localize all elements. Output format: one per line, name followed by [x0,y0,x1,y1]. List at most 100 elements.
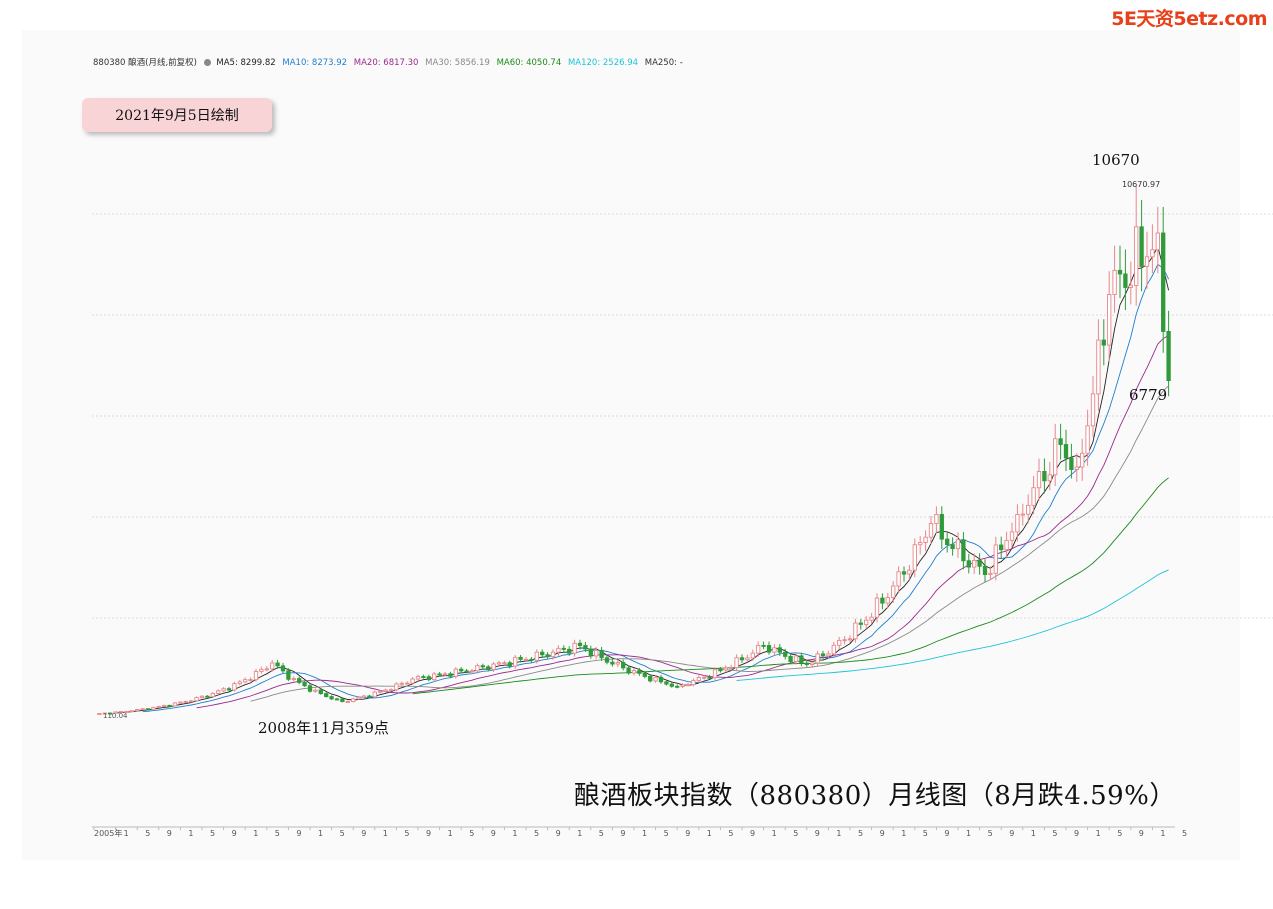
x-tick-label: 9 [1074,829,1079,838]
x-tick-label: 9 [167,829,172,838]
candle-down [788,655,793,663]
legend-ma120: MA120: 2526.94 [567,58,639,68]
x-tick-label: 1 [253,829,258,838]
candle-down [939,513,944,540]
candle-down [621,662,626,669]
x-tick-label: 9 [426,829,431,838]
candle-up [1107,294,1112,346]
candle-down [307,685,313,692]
candle-down [1042,471,1047,482]
legend-ma250: MA250: - [644,58,683,68]
candle-up [378,690,383,693]
site-watermark: 5E天资5etz.com [1111,8,1267,30]
candle-down [545,654,550,658]
ma-legend: 880380 酿酒(月线,前复权) MA5: 8299.82 MA10: 827… [93,56,687,68]
candle-up [502,662,507,665]
candle-up [815,653,820,664]
candle-up [912,544,917,571]
candle-down [799,655,804,664]
ma120-line [736,569,1169,681]
candle-up [864,619,869,625]
candle-up [405,682,410,685]
candles [97,185,1171,715]
candle-down [669,683,674,687]
candle-down [664,681,669,685]
candle-down [966,560,971,568]
candle-up [113,711,118,714]
candle-up [199,695,205,699]
candle-up [496,662,502,665]
candle-down [658,676,664,683]
candle-down [561,647,566,650]
x-tick-label: 5 [858,829,863,838]
candle-up [1009,531,1015,541]
candle-up [399,682,404,685]
candle-down [480,665,485,668]
x-tick-label: 5 [340,829,345,838]
peak-value-label: 10670.97 [1122,180,1160,189]
candle-up [847,638,853,641]
ma10-line [142,263,1170,713]
x-tick-label: 9 [556,829,561,838]
candle-down [280,665,286,672]
candle-up [183,701,188,703]
candle-up [853,622,858,640]
candle-down [286,670,291,680]
candle-down [583,645,588,650]
x-tick-label: 5 [210,829,215,838]
candle-up [653,676,658,682]
candle-up [1096,339,1101,395]
candle-up [918,542,923,546]
candle-up [993,544,998,574]
candle-up [594,649,599,657]
candle-up [523,658,529,661]
candle-up [874,597,880,618]
candle-up [410,678,415,684]
candle-up [248,679,253,682]
candle-down [945,538,950,546]
x-tick-label: 1 [1031,829,1036,838]
candle-up [351,698,356,702]
candle-down [540,651,545,656]
x-tick-label: 9 [815,829,820,838]
x-tick-label: 1 [577,829,582,838]
candle-up [615,662,620,665]
candle-down [1101,339,1106,346]
candle-up [831,644,836,655]
candle-up [1112,269,1117,295]
x-tick-label: 9 [491,829,496,838]
candle-down [982,565,988,575]
candle-down [205,695,210,698]
candle-up [361,695,367,698]
candle-up [394,683,399,691]
x-tick-label: 5 [1117,829,1122,838]
candle-up [680,684,685,687]
candle-up [896,571,901,587]
candle-up [189,700,194,703]
candle-down [577,642,583,646]
candle-down [448,673,453,677]
candle-up [140,708,145,711]
x-tick-label: 2005年 [94,828,122,838]
x-tick-label: 1 [642,829,647,838]
x-tick-label: 9 [232,829,237,838]
x-axis: 2005年 1 5 9 1 5 9 1 5 9 1 5 9 1 5 9 1 5 9 1 5 9 1 5 9 1 5 9 1 5 9 1 5 9 1 5… [92,826,1187,838]
x-tick-label: 1 [901,829,906,838]
candle-up [1128,284,1133,288]
candle-up [1085,425,1090,454]
x-tick-label: 9 [361,829,366,838]
annotations: 10670 10670.97 2008年11月359点 6779 110.04 [103,151,1167,737]
candle-down [324,693,329,698]
candle-down [1069,457,1074,470]
settings-dot-icon[interactable] [203,59,211,66]
x-tick-label: 9 [1139,829,1144,838]
x-tick-label: 5 [923,829,928,838]
x-tick-label: 1 [383,829,388,838]
candle-down [167,704,172,707]
candle-up [102,712,107,715]
x-tick-label: 5 [404,829,409,838]
x-tick-label: 5 [1182,829,1187,838]
candle-up [97,713,102,715]
candle-up [1047,474,1052,482]
